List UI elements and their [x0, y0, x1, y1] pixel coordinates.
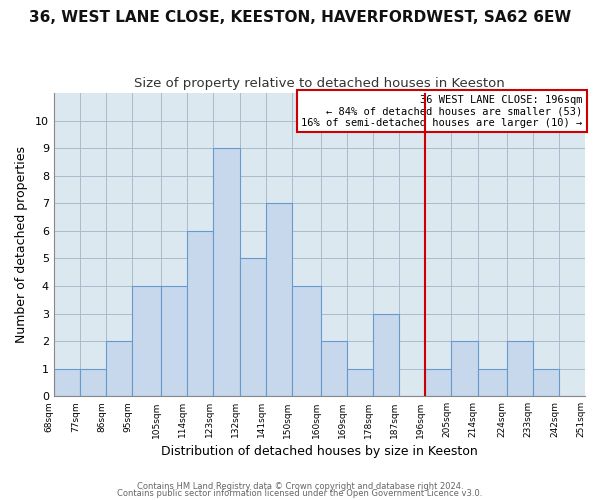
Text: 36 WEST LANE CLOSE: 196sqm
← 84% of detached houses are smaller (53)
16% of semi: 36 WEST LANE CLOSE: 196sqm ← 84% of deta…: [301, 94, 583, 128]
Bar: [506, 341, 533, 396]
Text: 36, WEST LANE CLOSE, KEESTON, HAVERFORDWEST, SA62 6EW: 36, WEST LANE CLOSE, KEESTON, HAVERFORDW…: [29, 10, 571, 25]
Bar: [373, 314, 399, 396]
Text: Contains public sector information licensed under the Open Government Licence v3: Contains public sector information licen…: [118, 489, 482, 498]
Bar: [80, 369, 106, 396]
Title: Size of property relative to detached houses in Keeston: Size of property relative to detached ho…: [134, 78, 505, 90]
Bar: [478, 369, 506, 396]
Text: Contains HM Land Registry data © Crown copyright and database right 2024.: Contains HM Land Registry data © Crown c…: [137, 482, 463, 491]
Bar: [451, 341, 478, 396]
Bar: [214, 148, 239, 396]
Bar: [54, 369, 80, 396]
Bar: [266, 204, 292, 396]
Bar: [425, 369, 451, 396]
Bar: [321, 341, 347, 396]
Y-axis label: Number of detached properties: Number of detached properties: [15, 146, 28, 343]
Bar: [161, 286, 187, 397]
Bar: [292, 286, 321, 397]
Bar: [533, 369, 559, 396]
Bar: [187, 231, 214, 396]
Bar: [239, 258, 266, 396]
Bar: [347, 369, 373, 396]
Bar: [132, 286, 161, 397]
X-axis label: Distribution of detached houses by size in Keeston: Distribution of detached houses by size …: [161, 444, 478, 458]
Bar: [106, 341, 132, 396]
